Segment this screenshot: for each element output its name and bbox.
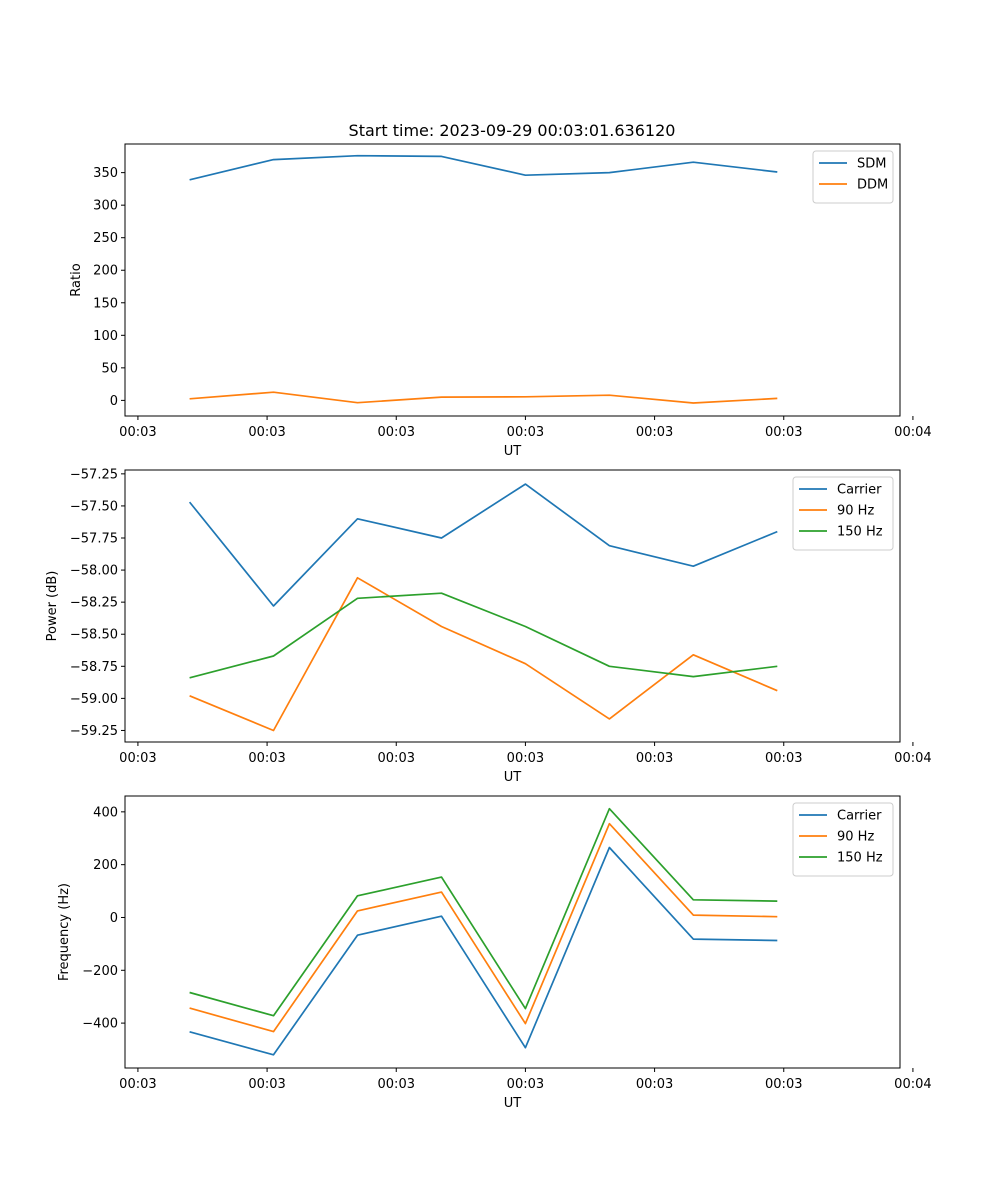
y-tick-label: −58.25 — [70, 596, 118, 611]
y-tick-label: 200 — [93, 858, 118, 873]
x-tick-label: 00:03 — [765, 425, 802, 440]
legend-label-carrier: Carrier — [837, 483, 882, 498]
axes-frame — [124, 469, 901, 743]
x-tick-label: 00:03 — [119, 751, 156, 766]
y-tick-label: 400 — [93, 805, 118, 820]
legend: Carrier 90 Hz 150 Hz — [792, 802, 894, 877]
x-tick-label: 00:03 — [636, 1077, 673, 1092]
y-tick-label: −57.50 — [70, 499, 118, 514]
y-axis-label: Power (dB) — [45, 571, 60, 642]
legend-label-150-hz: 150 Hz — [837, 851, 883, 866]
x-tick-label: 00:03 — [507, 425, 544, 440]
x-tick-label: 00:03 — [378, 751, 415, 766]
legend: SDM DDM — [812, 150, 894, 204]
series-line-150-hz — [189, 592, 778, 679]
y-axis-label: Frequency (Hz) — [57, 883, 72, 981]
series-line-ddm — [189, 391, 778, 404]
series-line-90-hz — [189, 822, 778, 1033]
x-axis-label: UT — [504, 1096, 522, 1111]
x-tick-label: 00:03 — [119, 425, 156, 440]
x-axis-label: UT — [504, 444, 522, 459]
legend-label-ddm: DDM — [857, 178, 888, 193]
y-tick-label: 0 — [110, 394, 118, 409]
legend-label-90-hz: 90 Hz — [837, 504, 874, 519]
legend-box — [812, 150, 894, 204]
y-tick-label: 300 — [93, 199, 118, 214]
x-tick-label: 00:03 — [765, 751, 802, 766]
chart-panel-2: 00:03 00:03 00:03 00:03 00:03 00:03 00:04 −59.2… — [45, 467, 932, 785]
x-tick-label: 00:04 — [894, 1077, 931, 1092]
y-tick-label: 200 — [93, 264, 118, 279]
x-tick-label: 00:03 — [636, 425, 673, 440]
x-tick-label: 00:03 — [119, 1077, 156, 1092]
x-tick-label: 00:03 — [248, 425, 285, 440]
x-tick-label: 00:03 — [248, 751, 285, 766]
y-tick-label: −200 — [82, 964, 118, 979]
y-tick-label: −58.00 — [70, 564, 118, 579]
series-line-sdm — [189, 154, 778, 181]
axes-frame — [124, 143, 901, 417]
panels: 00:03 00:03 00:03 00:03 00:03 00:03 00:04 0 50 10… — [45, 143, 932, 1111]
y-tick-label: −58.75 — [70, 660, 118, 675]
y-tick-label: −400 — [82, 1017, 118, 1032]
legend-label-150-hz: 150 Hz — [837, 525, 883, 540]
x-axis-label: UT — [504, 770, 522, 785]
series-line-90-hz — [189, 576, 778, 732]
y-axis-label: Ratio — [69, 263, 84, 296]
figure-title: Start time: 2023-09-29 00:03:01.636120 — [349, 121, 676, 140]
x-tick-label: 00:03 — [507, 751, 544, 766]
series-line-carrier — [189, 846, 778, 1056]
x-tick-label: 00:03 — [765, 1077, 802, 1092]
y-tick-label: 100 — [93, 329, 118, 344]
y-tick-label: 50 — [101, 361, 118, 376]
y-tick-label: −58.50 — [70, 628, 118, 643]
y-tick-label: 0 — [110, 911, 118, 926]
y-tick-label: −59.00 — [70, 692, 118, 707]
x-tick-label: 00:03 — [378, 425, 415, 440]
y-tick-label: 250 — [93, 231, 118, 246]
legend-label-sdm: SDM — [857, 157, 886, 172]
y-tick-label: −59.25 — [70, 724, 118, 739]
chart-panel-1: 00:03 00:03 00:03 00:03 00:03 00:03 00:04 0 50 10… — [69, 143, 932, 459]
x-tick-label: 00:04 — [894, 425, 931, 440]
x-tick-label: 00:03 — [248, 1077, 285, 1092]
series-line-carrier — [188, 483, 778, 607]
y-tick-label: 350 — [93, 166, 118, 181]
legend-label-carrier: Carrier — [837, 809, 882, 824]
series-line-150-hz — [189, 807, 778, 1017]
x-tick-label: 00:03 — [636, 751, 673, 766]
x-tick-label: 00:03 — [507, 1077, 544, 1092]
axes-frame — [124, 795, 901, 1069]
x-tick-label: 00:04 — [894, 751, 931, 766]
y-tick-label: −57.25 — [70, 467, 118, 482]
y-tick-label: −57.75 — [70, 532, 118, 547]
legend-label-90-hz: 90 Hz — [837, 830, 874, 845]
chart-panel-3: 00:03 00:03 00:03 00:03 00:03 00:03 00:04 −400 −… — [57, 795, 932, 1111]
x-tick-label: 00:03 — [378, 1077, 415, 1092]
legend: Carrier 90 Hz 150 Hz — [792, 476, 894, 551]
y-tick-label: 150 — [93, 296, 118, 311]
